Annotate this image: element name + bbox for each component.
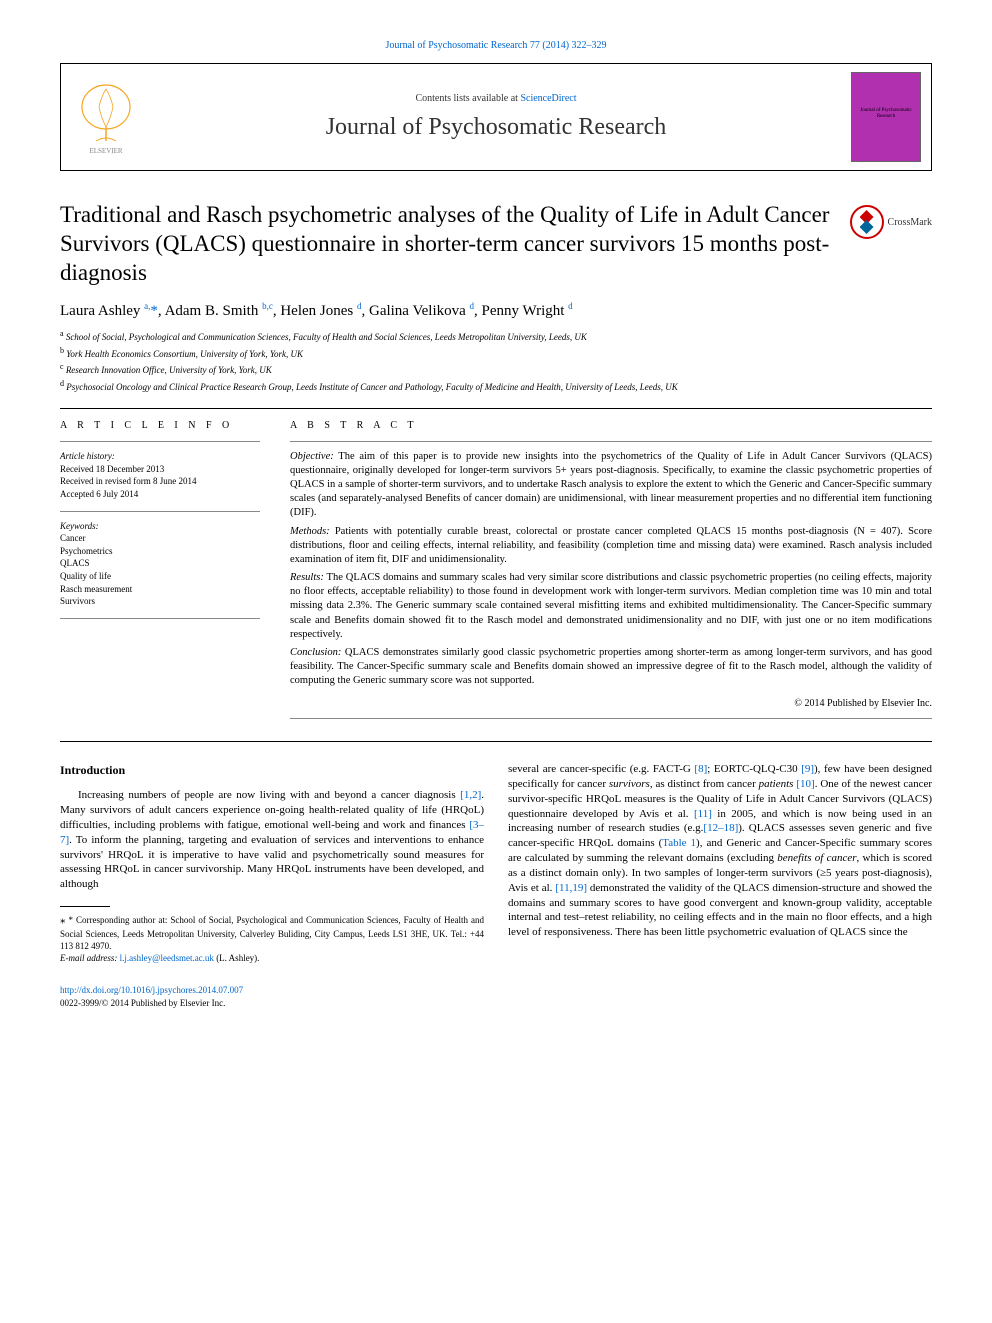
keyword: Survivors	[60, 595, 260, 608]
abstract-conclusion: Conclusion: QLACS demonstrates similarly…	[290, 646, 932, 689]
keyword: Quality of life	[60, 570, 260, 583]
citation-link[interactable]: [11]	[694, 808, 712, 820]
divider	[60, 408, 932, 409]
abstract-objective-text: The aim of this paper is to provide new …	[290, 451, 932, 519]
keywords-label: Keywords:	[60, 520, 260, 533]
history-line: Accepted 6 July 2014	[60, 488, 260, 501]
author-list: Laura Ashley a,*, Adam B. Smith b,c, Hel…	[60, 301, 932, 320]
abstract-results: Results: The QLACS domains and summary s…	[290, 571, 932, 642]
publisher-logo: ELSEVIER	[61, 64, 151, 170]
emphasis: benefits of cancer	[777, 852, 856, 864]
body-paragraph: Increasing numbers of people are now liv…	[60, 788, 484, 892]
text-run: Increasing numbers of people are now liv…	[78, 789, 460, 801]
history-label: Article history:	[60, 450, 260, 463]
citation-link[interactable]: [8]	[694, 763, 707, 775]
footnote-separator	[60, 906, 110, 907]
email-link[interactable]: l.j.ashley@leedsmet.ac.uk	[120, 953, 214, 963]
abstract-methods-text: Patients with potentially curable breast…	[290, 526, 932, 565]
abstract-heading: a b s t r a c t	[290, 419, 932, 433]
abstract-methods: Methods: Patients with potentially curab…	[290, 525, 932, 568]
cover-thumb-label: Journal of Psychosomatic Research	[854, 108, 918, 119]
affiliation-line: c Research Innovation Office, University…	[60, 361, 932, 378]
text-run: , as distinct from cancer	[650, 778, 759, 790]
divider	[60, 618, 260, 619]
divider	[290, 441, 932, 442]
running-header: Journal of Psychosomatic Research 77 (20…	[60, 40, 932, 51]
corr-text: * Corresponding author at: School of Soc…	[60, 915, 484, 951]
divider	[60, 511, 260, 512]
crossmark-icon	[850, 205, 884, 239]
citation-link[interactable]: [12–18]	[703, 822, 738, 834]
citation-link[interactable]: [9]	[801, 763, 814, 775]
affiliation-line: a School of Social, Psychological and Co…	[60, 328, 932, 345]
article-title: Traditional and Rasch psychometric analy…	[60, 201, 830, 287]
text-run: ; EORTC-QLQ-C30	[707, 763, 801, 775]
contents-prefix: Contents lists available at	[415, 93, 520, 104]
introduction-heading: Introduction	[60, 762, 484, 778]
email-note: E-mail address: l.j.ashley@leedsmet.ac.u…	[60, 952, 484, 964]
abstract-results-label: Results:	[290, 572, 324, 583]
table-link[interactable]: Table 1	[662, 837, 696, 849]
issn-copyright: 0022-3999/© 2014 Published by Elsevier I…	[60, 997, 932, 1010]
citation-link[interactable]: [10]	[796, 778, 814, 790]
affiliations: a School of Social, Psychological and Co…	[60, 328, 932, 394]
body-paragraph: several are cancer-specific (e.g. FACT-G…	[508, 762, 932, 940]
keyword: Cancer	[60, 532, 260, 545]
email-suffix: (L. Ashley).	[214, 953, 260, 963]
abstract-objective-label: Objective:	[290, 451, 334, 462]
emphasis: patients	[759, 778, 794, 790]
svg-text:ELSEVIER: ELSEVIER	[89, 147, 122, 155]
corresponding-author-note: ⁎ * Corresponding author at: School of S…	[60, 913, 484, 952]
doi-link[interactable]: http://dx.doi.org/10.1016/j.jpsychores.2…	[60, 985, 243, 995]
contents-line: Contents lists available at ScienceDirec…	[415, 93, 576, 104]
keyword: Psychometrics	[60, 545, 260, 558]
affiliation-line: d Psychosocial Oncology and Clinical Pra…	[60, 378, 932, 395]
text-run: . To inform the planning, targeting and …	[60, 834, 484, 891]
history-line: Received in revised form 8 June 2014	[60, 475, 260, 488]
footnotes: ⁎ * Corresponding author at: School of S…	[60, 913, 484, 964]
journal-header-box: ELSEVIER Contents lists available at Sci…	[60, 63, 932, 171]
journal-name: Journal of Psychosomatic Research	[326, 114, 667, 141]
divider	[60, 741, 932, 742]
journal-cover-thumb: Journal of Psychosomatic Research	[841, 64, 931, 170]
citation-link[interactable]: [11,19]	[555, 882, 587, 894]
history-line: Received 18 December 2013	[60, 463, 260, 476]
sciencedirect-link[interactable]: ScienceDirect	[520, 93, 576, 104]
abstract-methods-label: Methods:	[290, 526, 330, 537]
abstract-conclusion-text: QLACS demonstrates similarly good classi…	[290, 647, 932, 686]
divider	[60, 441, 260, 442]
article-info-heading: a r t i c l e i n f o	[60, 419, 260, 433]
emphasis: survivors	[609, 778, 650, 790]
abstract-objective: Objective: The aim of this paper is to p…	[290, 450, 932, 521]
page-footer: http://dx.doi.org/10.1016/j.jpsychores.2…	[60, 984, 932, 1009]
affiliation-line: b York Health Economics Consortium, Univ…	[60, 345, 932, 362]
citation-link[interactable]: [1,2]	[460, 789, 481, 801]
email-label: E-mail address:	[60, 953, 120, 963]
running-header-link[interactable]: Journal of Psychosomatic Research 77 (20…	[385, 40, 606, 51]
divider	[290, 718, 932, 719]
abstract-conclusion-label: Conclusion:	[290, 647, 341, 658]
elsevier-tree-icon: ELSEVIER	[71, 77, 141, 157]
keyword: Rasch measurement	[60, 583, 260, 596]
text-run: several are cancer-specific (e.g. FACT-G	[508, 763, 694, 775]
keyword: QLACS	[60, 557, 260, 570]
abstract-copyright: © 2014 Published by Elsevier Inc.	[290, 697, 932, 711]
crossmark-badge[interactable]: CrossMark	[850, 205, 932, 239]
abstract-results-text: The QLACS domains and summary scales had…	[290, 572, 932, 640]
crossmark-label: CrossMark	[888, 217, 932, 228]
